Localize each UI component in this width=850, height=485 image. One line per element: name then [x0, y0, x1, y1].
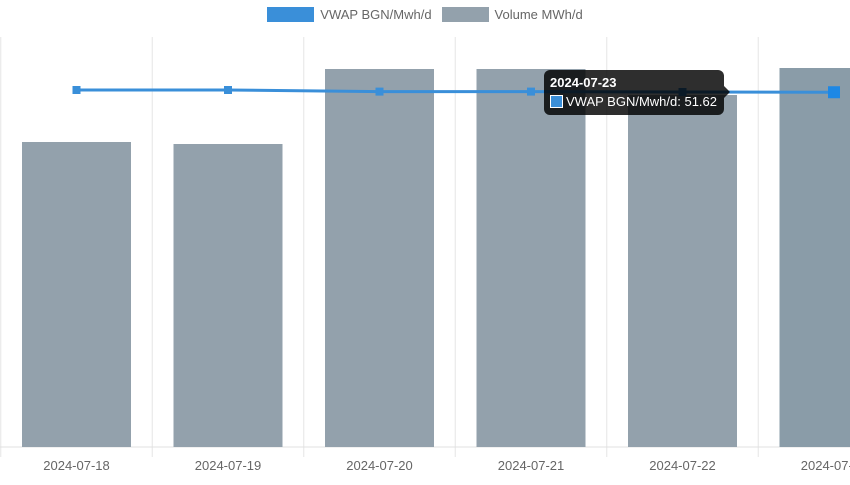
- volume-bars: [22, 68, 850, 447]
- legend: VWAP BGN/Mwh/d Volume MWh/d: [0, 7, 850, 22]
- volume-bar[interactable]: [325, 69, 434, 447]
- x-tick-label: 2024-07-20: [346, 458, 413, 473]
- x-axis: 2024-07-18 2024-07-19 2024-07-20 2024-07-21…: [43, 458, 850, 473]
- legend-swatch-volume: [442, 7, 489, 22]
- tooltip-title: 2024-07-23: [550, 75, 718, 91]
- x-tick-label: 2024-07-23: [801, 458, 850, 473]
- vwap-point[interactable]: [376, 88, 384, 96]
- x-tick-label: 2024-07-21: [498, 458, 565, 473]
- volume-bar[interactable]: [628, 95, 737, 447]
- legend-item-vwap[interactable]: VWAP BGN/Mwh/d: [267, 7, 431, 22]
- tooltip-swatch: [550, 95, 563, 108]
- vwap-point[interactable]: [828, 86, 840, 98]
- tooltip-row: VWAP BGN/Mwh/d: 51.62: [550, 94, 718, 109]
- tooltip-caret: [724, 86, 730, 98]
- legend-swatch-vwap: [267, 7, 314, 22]
- legend-item-volume[interactable]: Volume MWh/d: [442, 7, 583, 22]
- vwap-point[interactable]: [73, 86, 81, 94]
- vwap-point[interactable]: [527, 88, 535, 96]
- chart-tooltip: 2024-07-23 VWAP BGN/Mwh/d: 51.62: [544, 70, 724, 115]
- tooltip-label: VWAP BGN/Mwh/d: 51.62: [566, 94, 717, 109]
- x-tick-label: 2024-07-18: [43, 458, 110, 473]
- legend-label-volume: Volume MWh/d: [495, 7, 583, 22]
- volume-bar[interactable]: [780, 68, 850, 447]
- volume-bar[interactable]: [22, 142, 131, 447]
- volume-bar[interactable]: [174, 144, 283, 447]
- legend-label-vwap: VWAP BGN/Mwh/d: [320, 7, 431, 22]
- volume-bar[interactable]: [477, 69, 586, 447]
- x-tick-label: 2024-07-19: [195, 458, 262, 473]
- vwap-point[interactable]: [224, 86, 232, 94]
- x-tick-label: 2024-07-22: [649, 458, 716, 473]
